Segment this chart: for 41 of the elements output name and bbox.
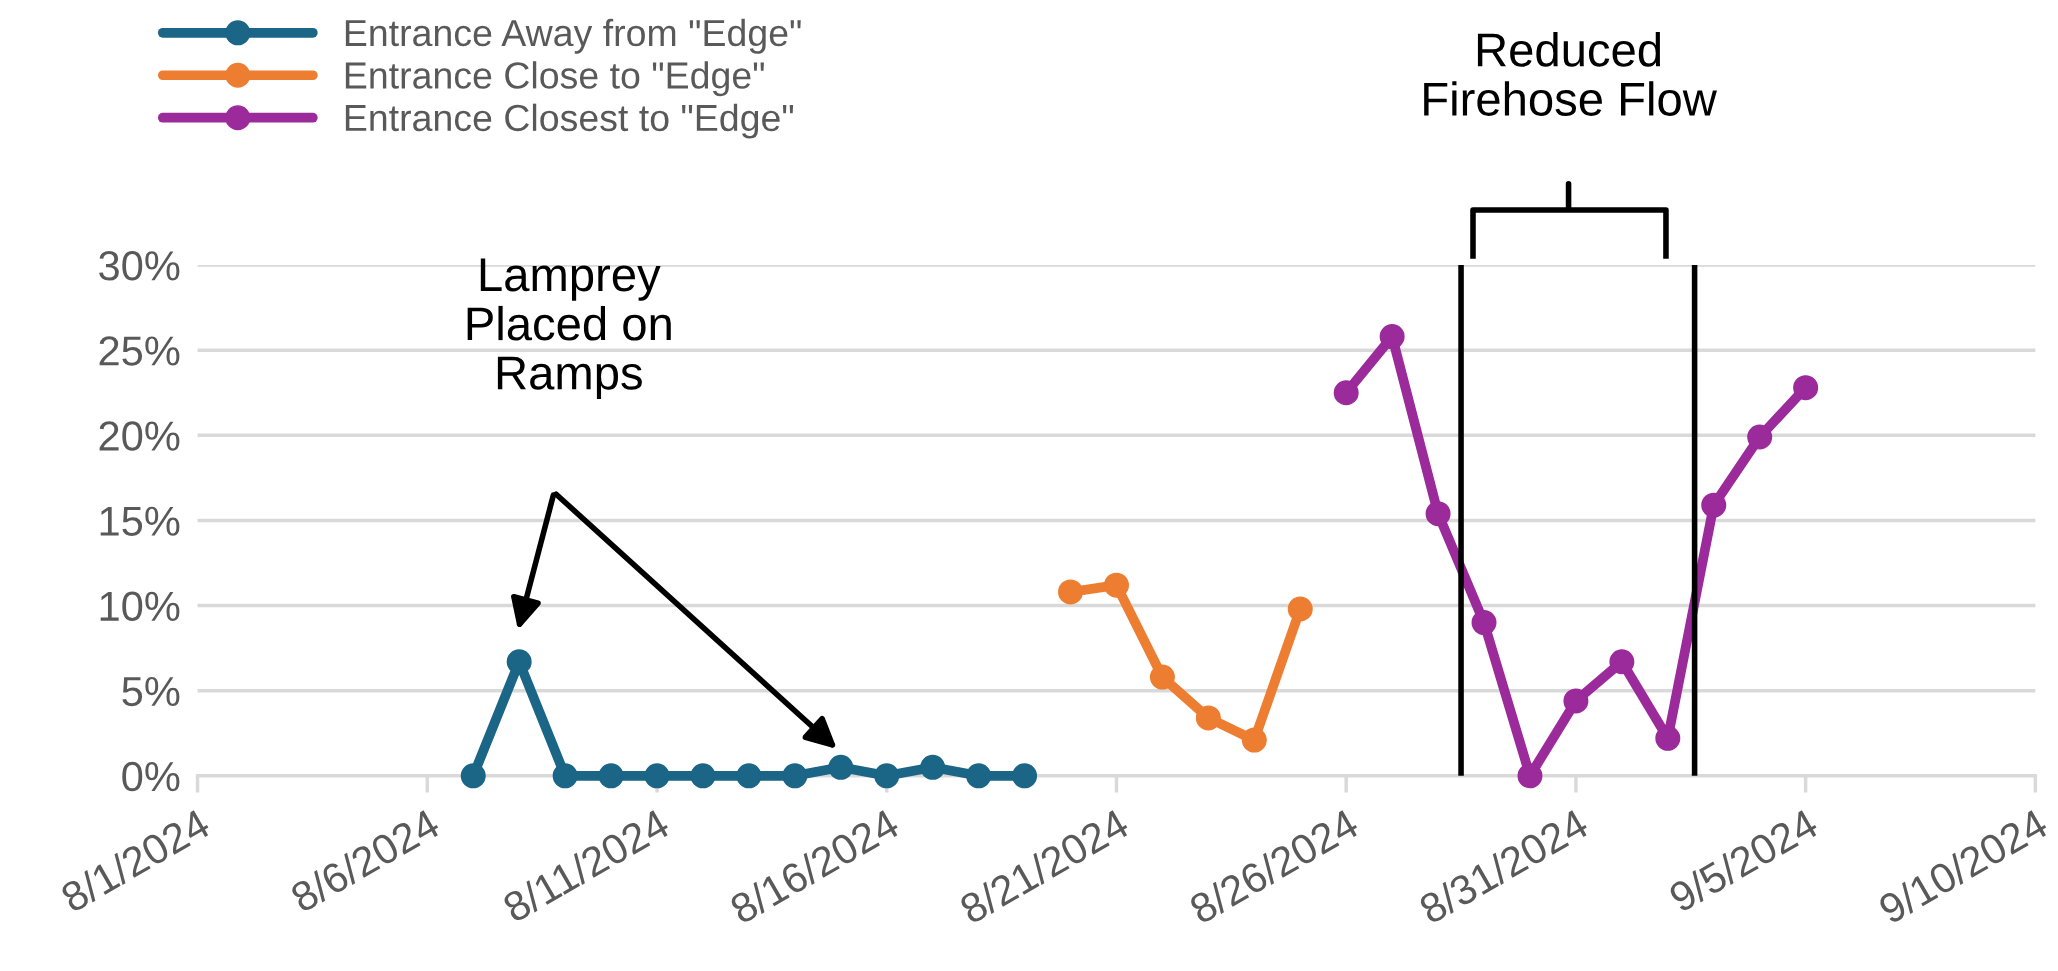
point bbox=[1287, 596, 1313, 622]
y-tick-label: 0% bbox=[122, 761, 180, 792]
y-tick-label: 25% bbox=[99, 336, 180, 366]
point bbox=[1471, 610, 1497, 636]
point bbox=[1517, 763, 1543, 789]
point bbox=[1701, 492, 1727, 518]
point bbox=[1103, 572, 1129, 598]
point bbox=[920, 754, 946, 780]
point bbox=[1333, 380, 1359, 406]
y-tick-label: 20% bbox=[99, 421, 180, 451]
point bbox=[644, 763, 670, 789]
annotation: Lamprey Placed on Ramps bbox=[467, 258, 671, 400]
point bbox=[736, 763, 762, 789]
point bbox=[1012, 763, 1038, 789]
point bbox=[782, 763, 808, 789]
text: Reduced Firehose Flow bbox=[1424, 32, 1717, 116]
point bbox=[1195, 705, 1221, 731]
point bbox=[598, 763, 624, 789]
y-tick-label: 15% bbox=[100, 506, 180, 536]
point bbox=[460, 763, 486, 789]
point bbox=[1563, 688, 1589, 714]
point bbox=[874, 763, 900, 789]
point bbox=[1609, 649, 1635, 675]
y-tick-label: 10% bbox=[100, 591, 180, 622]
point bbox=[966, 763, 992, 789]
point bbox=[1655, 725, 1681, 751]
point bbox=[828, 754, 854, 780]
legend-label: Entrance Away from "Edge" bbox=[345, 18, 801, 54]
legend-label: Entrance Close to "Edge" bbox=[345, 61, 764, 97]
legend-label: Entrance Closest to "Edge" bbox=[345, 103, 794, 139]
point bbox=[1425, 501, 1451, 527]
point bbox=[1149, 664, 1175, 690]
point bbox=[1793, 375, 1819, 401]
point bbox=[1241, 727, 1267, 753]
point bbox=[552, 763, 578, 789]
y-tick-label: 30% bbox=[99, 251, 180, 281]
y-tick-label: 5% bbox=[122, 676, 180, 707]
point bbox=[1058, 579, 1084, 605]
point bbox=[690, 763, 716, 789]
point bbox=[1747, 424, 1773, 450]
point bbox=[1379, 324, 1405, 350]
